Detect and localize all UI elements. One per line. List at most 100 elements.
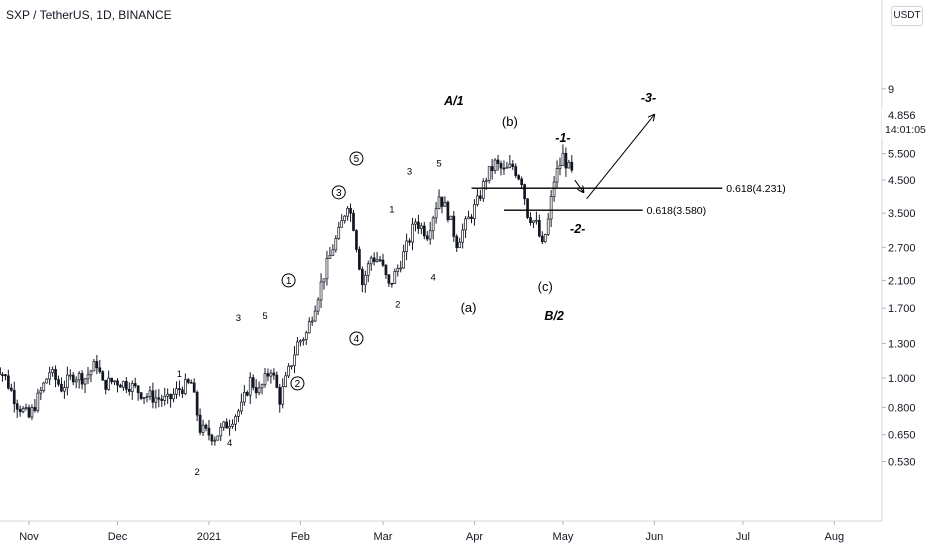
candle-body <box>219 426 223 437</box>
candle-body <box>98 367 102 373</box>
candle-body <box>369 257 373 265</box>
candle-body <box>387 274 391 284</box>
candle-body <box>520 178 524 185</box>
wave-label: 3 <box>336 188 342 199</box>
candle-body <box>101 371 105 381</box>
candle-body <box>263 373 267 386</box>
x-tick-label: Feb <box>291 531 310 543</box>
candle-body <box>411 223 414 243</box>
x-tick-label: May <box>553 531 574 543</box>
candle-body <box>245 392 249 396</box>
candle-body <box>275 374 279 388</box>
wave-label: 1 <box>177 369 182 380</box>
candle-body <box>487 166 491 181</box>
candle-body <box>234 416 237 425</box>
candle-body <box>408 240 411 243</box>
candle-body <box>151 390 155 403</box>
y-tick-label: 3.500 <box>888 208 916 220</box>
wave-label: 1 <box>389 204 394 215</box>
candle-body <box>169 393 172 400</box>
candle-body <box>381 259 385 266</box>
candle-body <box>57 379 60 385</box>
candle-body <box>502 167 506 170</box>
candle-body <box>201 424 205 433</box>
y-tick-label: 1.700 <box>888 303 916 315</box>
x-tick-label: Apr <box>466 531 483 543</box>
candle-body <box>163 395 167 401</box>
candle-body <box>266 373 270 377</box>
candle-body <box>15 403 19 410</box>
candle-body <box>21 408 25 413</box>
candle-body <box>422 225 426 237</box>
last-price-marker: 4.856 14:01:05 <box>882 107 932 139</box>
candle-body <box>1 374 4 376</box>
candle-body <box>12 389 16 405</box>
candle-body <box>45 378 49 384</box>
y-tick-label: 2.100 <box>888 275 916 287</box>
candle-body <box>260 384 264 389</box>
candle-body <box>175 388 178 395</box>
wave-label: 5 <box>436 159 441 170</box>
candle-body <box>481 181 485 199</box>
candle-body <box>399 267 403 270</box>
candle-body <box>54 369 57 380</box>
y-tick-label: 2.700 <box>888 242 916 254</box>
candle-body <box>552 181 556 197</box>
candle-body <box>136 385 140 394</box>
candle-body <box>33 407 37 411</box>
candle-body <box>293 354 296 367</box>
wave-label: B/2 <box>544 309 564 323</box>
wave-label-circle <box>349 151 364 166</box>
candle-body <box>254 387 258 394</box>
candle-body <box>74 379 78 383</box>
candle-body <box>119 384 122 388</box>
candle-body <box>83 378 87 385</box>
projection-arrow <box>586 115 655 200</box>
y-tick-label: 0.650 <box>888 430 916 442</box>
candle-body <box>198 414 202 433</box>
candle-body <box>452 215 456 237</box>
candle-body <box>104 379 108 390</box>
candle-body <box>116 380 119 386</box>
candle-body <box>157 397 161 400</box>
candle-body <box>181 389 184 395</box>
candle-body <box>449 215 453 221</box>
candle-body <box>467 216 470 220</box>
candle-body <box>65 374 69 388</box>
candle-body <box>393 271 397 284</box>
candle-body <box>287 365 290 377</box>
bar-countdown: 14:01:05 <box>885 124 926 136</box>
candle-body <box>514 166 518 176</box>
candle-body <box>476 195 479 205</box>
wave-label: A/1 <box>443 94 464 108</box>
candle-body <box>89 370 93 376</box>
candle-body <box>4 374 7 377</box>
candle-body <box>349 208 352 214</box>
x-tick-label: Jun <box>646 531 664 543</box>
x-tick-label: 2021 <box>197 531 221 543</box>
candle-body <box>402 251 405 269</box>
candle-body <box>310 320 314 323</box>
candle-body <box>186 379 190 383</box>
wave-label: (c) <box>538 279 553 294</box>
candle-body <box>272 372 276 376</box>
y-tick-label: 9 <box>888 84 894 96</box>
candle-body <box>458 241 462 249</box>
candle-body <box>346 208 349 217</box>
candle-body <box>546 218 550 235</box>
wave-label: 2 <box>295 379 301 390</box>
fib-level-label: 0.618(4.231) <box>726 183 786 195</box>
y-tick-label: 0.800 <box>888 402 916 414</box>
wave-label-circle <box>281 273 296 288</box>
currency-badge[interactable]: USDT <box>891 6 923 26</box>
y-tick-label: 4.500 <box>888 175 916 187</box>
x-tick-label: Aug <box>825 531 845 543</box>
candle-body <box>322 278 326 283</box>
candle-body <box>417 221 420 229</box>
candle-body <box>455 236 459 249</box>
candle-body <box>48 372 52 380</box>
fib-level-label: 0.618(3.580) <box>647 205 707 217</box>
candle-body <box>189 382 193 384</box>
